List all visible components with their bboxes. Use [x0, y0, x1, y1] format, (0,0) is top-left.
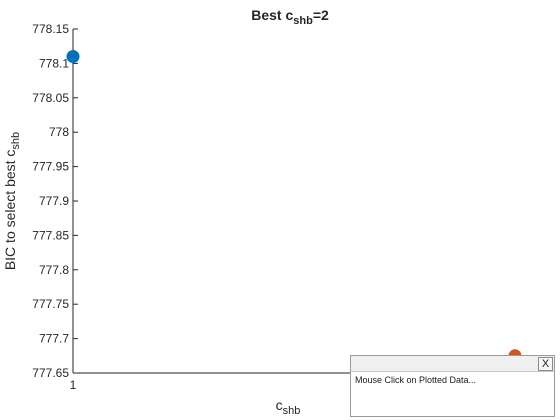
- y-tick-label: 778: [49, 125, 69, 139]
- y-tick-label: 777.85: [32, 228, 69, 242]
- chart-title-subscript: shb: [293, 15, 313, 27]
- x-axis-label-subscript: shb: [283, 405, 301, 417]
- y-tick-label: 778.15: [32, 22, 69, 36]
- plot-area: 777.65 777.7 777.75 777.8 777.85 777.9 777.95 7…: [32, 22, 522, 392]
- x-axis-ticks: 1: [70, 368, 77, 392]
- y-tick-label: 778.05: [32, 91, 69, 105]
- y-axis-label: BIC to select best cshb: [2, 132, 22, 270]
- y-tick-label: 777.8: [39, 263, 69, 277]
- y-axis-label-subscript: shb: [10, 132, 22, 150]
- data-points: [66, 50, 522, 363]
- y-tick-label: 777.9: [39, 194, 69, 208]
- y-tick-label: 777.7: [39, 332, 69, 346]
- y-tick-label: 777.95: [32, 160, 69, 174]
- datatip-message: Mouse Click on Plotted Data...: [355, 375, 477, 385]
- chart-title-suffix: =2: [313, 7, 329, 23]
- y-tick-label: 777.75: [32, 297, 69, 311]
- data-point[interactable]: [66, 50, 80, 64]
- y-tick-label: 778.1: [39, 56, 69, 70]
- x-axis-label: cshb: [276, 397, 301, 417]
- datatip-window[interactable]: X Mouse Click on Plotted Data...: [350, 355, 555, 417]
- x-axis-label-main: c: [276, 397, 283, 413]
- y-axis-ticks: 777.65 777.7 777.75 777.8 777.85 777.9 777.95 7…: [32, 22, 78, 380]
- close-button[interactable]: X: [538, 357, 553, 371]
- chart-title: Best cshb=2: [251, 7, 329, 27]
- datatip-titlebar[interactable]: X: [351, 356, 554, 372]
- y-axis-label-main: BIC to select best c: [2, 150, 18, 271]
- chart-title-main: Best c: [251, 7, 293, 23]
- y-tick-label: 777.65: [32, 366, 69, 380]
- x-tick-label: 1: [70, 378, 77, 392]
